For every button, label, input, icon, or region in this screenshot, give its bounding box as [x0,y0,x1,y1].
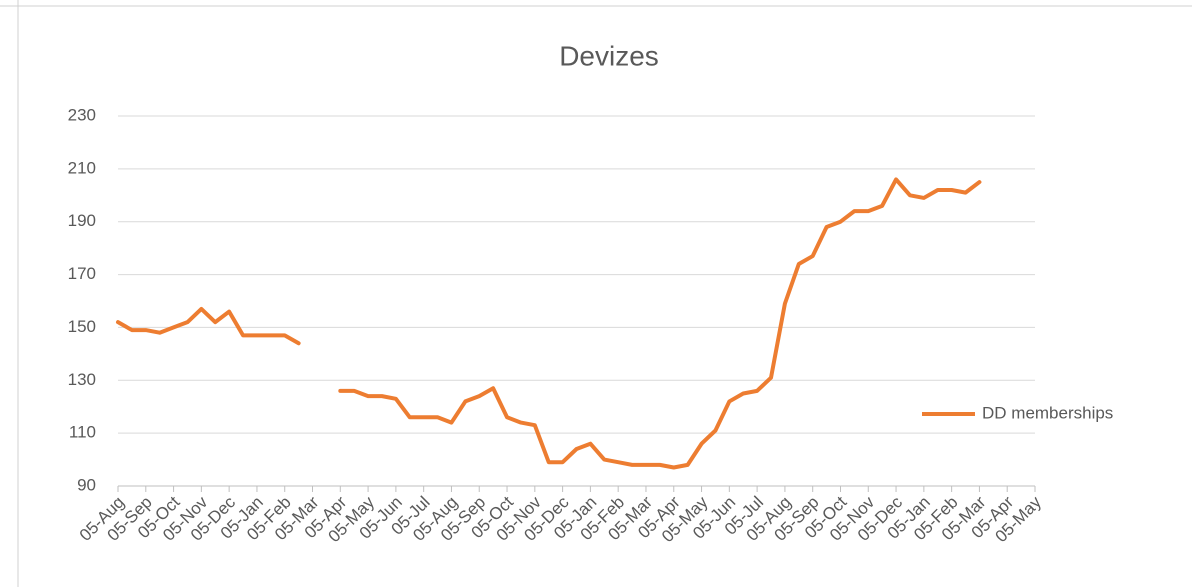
y-tick-label: 230 [68,105,96,124]
legend-label: DD memberships [982,403,1113,422]
y-tick-label: 130 [68,370,96,389]
chart-title: Devizes [559,40,659,71]
y-tick-label: 190 [68,211,96,230]
y-tick-label: 90 [77,475,96,494]
y-tick-label: 210 [68,158,96,177]
y-tick-label: 170 [68,264,96,283]
series-line [338,177,982,470]
y-tick-label: 150 [68,317,96,336]
y-tick-label: 110 [69,423,96,442]
series-line [116,306,301,346]
